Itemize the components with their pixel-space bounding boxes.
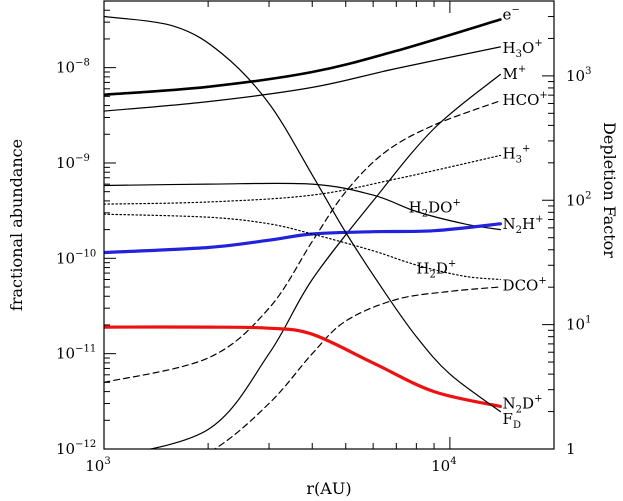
series-label-fd: FD [503, 410, 521, 431]
series-label-dco: DCO+ [503, 275, 547, 294]
series-label-h3o: H3O+ [503, 38, 543, 60]
tick-labels: 103 104 10−12 10−11 10−10 10−9 10−8 1 101 102 103 [56, 58, 591, 475]
series-line-n2h [104, 222, 502, 255]
series-curves [104, 15, 502, 449]
series-line-h3 [104, 154, 501, 205]
y2-axis-title: Depletion Factor [600, 122, 619, 258]
x-tick-label: 104 [431, 456, 456, 475]
plot-frame [103, 0, 555, 450]
y-tick-label: 10−12 [56, 439, 96, 458]
y-tick-label: 10−9 [56, 153, 90, 172]
series-labels: e− H3O+ M+ HCO+ H3+ H2DO+ N2H+ H2D+ DCO+ N2D+FD [409, 5, 548, 431]
series-line-e [104, 18, 502, 96]
y-tick-label: 10−11 [56, 344, 96, 363]
series-label-n2h: N2H+ [503, 214, 544, 236]
series-line-m [147, 73, 501, 449]
series-line-fd [104, 15, 501, 413]
series-line-h2d [104, 213, 501, 281]
series-line-hco [104, 100, 501, 383]
y-tick-label: 10−8 [56, 58, 90, 77]
series-label-e: e− [503, 5, 520, 24]
y2-tick-label: 101 [566, 315, 591, 334]
x-axis-title: r(AU) [306, 479, 351, 498]
series-label-h2do: H2DO+ [409, 198, 461, 220]
series-line-h3o [104, 46, 501, 112]
y2-tick-label: 1 [566, 440, 576, 458]
x-tick-label: 103 [85, 456, 110, 475]
y2-tick-label: 102 [566, 190, 591, 209]
y-axis-title: fractional abundance [7, 139, 26, 311]
y2-tick-label: 103 [566, 66, 591, 85]
y-tick-label: 10−10 [56, 248, 96, 267]
series-line-dco [213, 286, 501, 449]
series-label-hco: HCO+ [503, 90, 548, 109]
series-label-h2d: H2D+ [416, 259, 456, 281]
series-line-n2d [104, 325, 502, 408]
series-label-h3: H3+ [503, 144, 531, 166]
series-line-h2do [104, 182, 501, 231]
series-label-n2d: N2D+ [503, 394, 543, 416]
series-label-m: M+ [503, 64, 527, 83]
